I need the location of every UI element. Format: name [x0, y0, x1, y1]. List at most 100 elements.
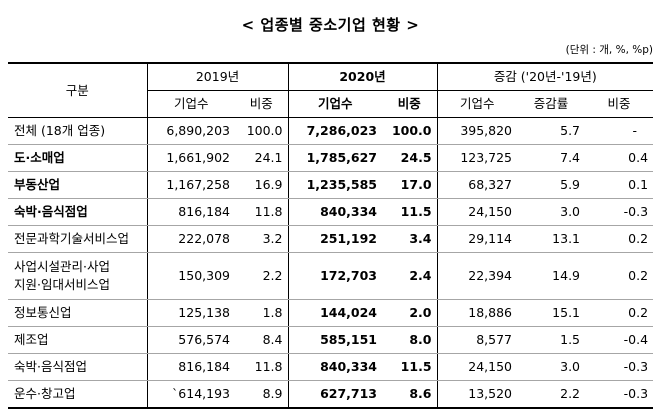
table-row: 정보통신업 125,138 1.8 144,024 2.0 18,886 15.1 0.2	[8, 299, 654, 327]
cell-2020-share: 2.0	[382, 299, 438, 327]
table-row: 도·소매업 1,661,902 24.1 1,785,627 24.5 123,725 7.…	[8, 144, 654, 172]
cell-change-count: 24,150	[437, 353, 518, 381]
header-2020-count: 기업수	[288, 90, 382, 118]
cell-2019-count: 150,309	[147, 252, 235, 300]
row-label-text: 숙박·음식점업	[14, 204, 88, 219]
cell-2020-share: 8.6	[382, 380, 438, 409]
cell-change-count: 123,725	[437, 144, 518, 172]
cell-2020-share: 8.0	[382, 326, 438, 354]
row-label-text: 제조업	[14, 332, 49, 347]
table-row: 운수·창고업 `614,193 8.9 627,713 8.6 13,520 2.2 -0.3	[8, 380, 654, 409]
header-2019-count: 기업수	[147, 90, 235, 118]
header-change-share: 비중	[585, 90, 654, 118]
cell-2019-count: 816,184	[147, 353, 235, 381]
cell-change-count: 395,820	[437, 117, 518, 145]
cell-2020-count: 7,286,023	[288, 117, 382, 145]
row-label: 제조업	[8, 326, 148, 354]
unit-note: (단위 : 개, %, %p)	[565, 44, 653, 56]
cell-change-share: -0.3	[585, 198, 654, 226]
header-group-2020: 2020년	[288, 62, 438, 91]
cell-2019-count: 1,167,258	[147, 171, 235, 199]
cell-2019-share: 11.8	[235, 353, 289, 381]
table-row: 숙박·음식점업 816,184 11.8 840,334 11.5 24,150 3.0 -0…	[8, 353, 654, 381]
row-label: 숙박·음식점업	[8, 353, 148, 381]
header-change-count: 기업수	[437, 90, 518, 118]
table-row: 사업시설관리·사업 지원·임대서비스업 150,309 2.2 172,703 2.4 22…	[8, 252, 654, 300]
cell-2019-count: 125,138	[147, 299, 235, 327]
cell-2019-share: 1.8	[235, 299, 289, 327]
header-2019-share: 비중	[235, 90, 289, 118]
cell-change-rate: 7.4	[517, 144, 586, 172]
cell-2019-share: 16.9	[235, 171, 289, 199]
row-label: 정보통신업	[8, 299, 148, 327]
cell-change-rate: 15.1	[517, 299, 586, 327]
cell-change-share: -	[585, 117, 654, 145]
cell-2020-share: 11.5	[382, 198, 438, 226]
row-label-text: 정보통신업	[14, 305, 72, 320]
header-category: 구분	[8, 62, 148, 118]
header-group-2019: 2019년	[147, 62, 289, 91]
row-label: 도·소매업	[8, 144, 148, 172]
cell-2019-count: `614,193	[147, 380, 235, 409]
row-label: 전문과학기술서비스업	[8, 225, 148, 253]
table-row: 전체 (18개 업종) 6,890,203 100.0 7,286,023 100.0 3…	[8, 117, 654, 145]
cell-change-rate: 14.9	[517, 252, 586, 300]
cell-2020-count: 840,334	[288, 353, 382, 381]
cell-change-rate: 3.0	[517, 353, 586, 381]
cell-change-count: 29,114	[437, 225, 518, 253]
sme-industry-table: 구분 2019년 2020년 증감 ('20년-'19년) 기업수 비중 기업수…	[8, 62, 654, 409]
cell-2019-count: 816,184	[147, 198, 235, 226]
cell-2020-count: 1,785,627	[288, 144, 382, 172]
cell-2019-share: 3.2	[235, 225, 289, 253]
cell-change-rate: 2.2	[517, 380, 586, 409]
cell-change-share: -0.3	[585, 380, 654, 409]
table-row: 전문과학기술서비스업 222,078 3.2 251,192 3.4 29,114 13.1…	[8, 225, 654, 253]
cell-change-share: 0.1	[585, 171, 654, 199]
row-label-text: 도·소매업	[14, 150, 65, 165]
table-row: 숙박·음식점업 816,184 11.8 840,334 11.5 24,150 3.0 -0…	[8, 198, 654, 226]
cell-2020-count: 172,703	[288, 252, 382, 300]
cell-change-rate: 5.9	[517, 171, 586, 199]
cell-change-share: 0.4	[585, 144, 654, 172]
row-label-text: 부동산업	[14, 177, 61, 192]
row-label: 운수·창고업	[8, 380, 148, 409]
cell-2019-share: 8.4	[235, 326, 289, 354]
table-title: < 업종별 중소기업 현황 >	[241, 16, 420, 34]
cell-change-share: 0.2	[585, 299, 654, 327]
cell-change-count: 68,327	[437, 171, 518, 199]
cell-2020-count: 840,334	[288, 198, 382, 226]
cell-change-share: -0.3	[585, 353, 654, 381]
row-label: 전체 (18개 업종)	[8, 117, 148, 145]
cell-2020-count: 1,235,585	[288, 171, 382, 199]
cell-change-rate: 13.1	[517, 225, 586, 253]
table-row: 제조업 576,574 8.4 585,151 8.0 8,577 1.5 -0.4	[8, 326, 654, 354]
cell-change-rate: 3.0	[517, 198, 586, 226]
cell-2020-share: 11.5	[382, 353, 438, 381]
cell-2020-share: 17.0	[382, 171, 438, 199]
cell-change-share: -0.4	[585, 326, 654, 354]
row-label: 사업시설관리·사업 지원·임대서비스업	[8, 252, 148, 300]
row-label-text: 사업시설관리·사업 지원·임대서비스업	[14, 259, 110, 292]
cell-change-count: 13,520	[437, 380, 518, 409]
cell-2019-share: 100.0	[235, 117, 289, 145]
cell-2020-count: 627,713	[288, 380, 382, 409]
cell-2020-share: 100.0	[382, 117, 438, 145]
row-label: 숙박·음식점업	[8, 198, 148, 226]
cell-2020-share: 24.5	[382, 144, 438, 172]
cell-change-share: 0.2	[585, 252, 654, 300]
header-2020-share: 비중	[382, 90, 438, 118]
cell-2020-count: 251,192	[288, 225, 382, 253]
cell-2019-count: 1,661,902	[147, 144, 235, 172]
cell-2020-count: 585,151	[288, 326, 382, 354]
row-label-text: 전문과학기술서비스업	[14, 231, 130, 246]
row-label-text: 운수·창고업	[14, 386, 76, 401]
cell-change-count: 18,886	[437, 299, 518, 327]
cell-2020-count: 144,024	[288, 299, 382, 327]
cell-change-count: 8,577	[437, 326, 518, 354]
cell-2020-share: 3.4	[382, 225, 438, 253]
cell-change-count: 24,150	[437, 198, 518, 226]
row-label-text: 전체 (18개 업종)	[14, 123, 106, 138]
cell-2019-count: 222,078	[147, 225, 235, 253]
cell-change-count: 22,394	[437, 252, 518, 300]
cell-2019-share: 8.9	[235, 380, 289, 409]
